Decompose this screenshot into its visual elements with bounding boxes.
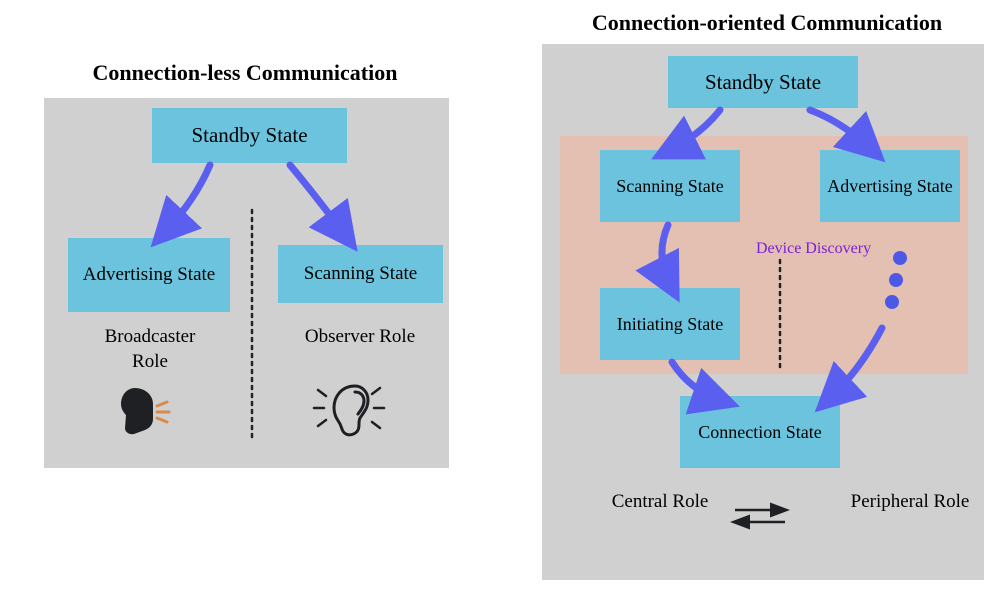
right-initiating-state: Initiating State [600, 288, 740, 360]
right-initiating-label: Initiating State [617, 313, 723, 336]
right-advertising-state: Advertising State [820, 150, 960, 222]
left-title: Connection-less Communication [60, 60, 430, 86]
observer-role-label: Observer Role [300, 325, 420, 350]
left-scanning-state: Scanning State [278, 245, 443, 303]
right-connection-state: Connection State [680, 396, 840, 468]
right-scanning-state: Scanning State [600, 150, 740, 222]
right-advertising-label: Advertising State [827, 175, 952, 198]
speaking-head-icon [115, 380, 180, 445]
left-advertising-label: Advertising State [83, 263, 215, 287]
right-scanning-label: Scanning State [616, 175, 723, 198]
left-scanning-label: Scanning State [304, 262, 417, 286]
right-connection-label: Connection State [698, 421, 821, 444]
left-advertising-state: Advertising State [68, 238, 230, 312]
right-standby-label: Standby State [705, 69, 821, 95]
peripheral-role-label: Peripheral Role [850, 490, 970, 515]
left-standby-label: Standby State [191, 122, 307, 148]
ear-icon [310, 378, 390, 448]
right-standby-state: Standby State [668, 56, 858, 108]
broadcaster-role-label: Broadcaster Role [85, 325, 215, 374]
left-standby-state: Standby State [152, 108, 347, 163]
central-role-label: Central Role [605, 490, 715, 515]
device-discovery-label: Device Discovery [756, 240, 871, 258]
right-title: Connection-oriented Communication [552, 10, 982, 36]
